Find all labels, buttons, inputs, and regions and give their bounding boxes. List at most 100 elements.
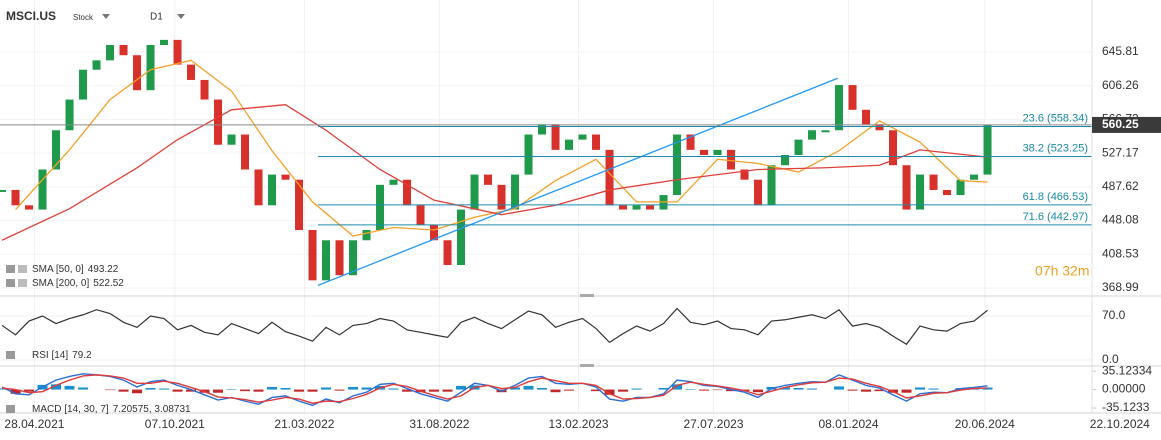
- moving-average-line: [1, 104, 988, 241]
- legend-entry: SMA [200, 0] 522.52: [32, 278, 124, 289]
- candle: [983, 124, 992, 175]
- candle: [632, 205, 641, 210]
- histogram-bar: [213, 389, 224, 393]
- candle: [592, 134, 601, 150]
- legend-icon[interactable]: [6, 265, 15, 273]
- histogram-bar: [523, 385, 534, 390]
- fibonacci-label: 71.6 (442.97): [1023, 211, 1088, 223]
- histogram-bar: [294, 389, 305, 392]
- last-price-tag: [1092, 116, 1161, 133]
- histogram-bar: [550, 389, 561, 393]
- x-tick-label: 21.03.2022: [274, 417, 334, 431]
- candle: [349, 240, 358, 276]
- candle: [79, 69, 88, 100]
- dropdown-icon[interactable]: [102, 14, 110, 19]
- histogram-bar: [915, 387, 926, 390]
- symbol[interactable]: MSCI.US: [6, 9, 56, 23]
- candle: [538, 124, 547, 135]
- candle: [430, 224, 439, 241]
- histogram-bar: [591, 389, 602, 392]
- histogram-bar: [280, 388, 291, 390]
- fibonacci-label: 61.8 (466.53): [1023, 191, 1088, 203]
- candle: [295, 179, 304, 231]
- histogram-bar: [685, 389, 696, 390]
- histogram-bar: [132, 389, 143, 394]
- fibonacci-label: 23.6 (558.34): [1023, 112, 1088, 124]
- histogram-bar: [334, 389, 345, 391]
- histogram-bar: [51, 384, 62, 390]
- candle: [92, 60, 101, 70]
- candle: [821, 130, 830, 133]
- candle: [362, 230, 371, 241]
- histogram-bar: [145, 388, 156, 390]
- candle: [416, 205, 425, 225]
- candle: [970, 174, 979, 180]
- histogram-bar: [240, 389, 251, 392]
- histogram-bar: [537, 388, 548, 390]
- candle: [484, 174, 493, 185]
- candle: [713, 149, 722, 155]
- candle: [52, 130, 61, 170]
- legend-value: 493.22: [88, 264, 119, 275]
- candle: [119, 44, 128, 56]
- histogram-bar: [118, 389, 129, 392]
- candle: [781, 154, 790, 166]
- histogram-bar: [510, 387, 521, 390]
- legend-name: MACD [14, 30, 7]: [32, 404, 109, 415]
- legend-entry: SMA [50, 0] 493.22: [32, 264, 119, 275]
- candle: [160, 39, 169, 45]
- y-tick-label: 0.0: [1102, 352, 1119, 366]
- candle: [646, 205, 655, 210]
- dropdown-icon[interactable]: [177, 14, 185, 19]
- legend-value: 7.20575: [113, 404, 150, 415]
- legend-icon[interactable]: [18, 265, 27, 273]
- candle: [740, 169, 749, 180]
- candle: [754, 179, 763, 206]
- histogram-bar: [0, 388, 8, 390]
- legend-icon[interactable]: [6, 279, 15, 287]
- histogram-bar: [753, 389, 764, 393]
- legend-value: 522.52: [93, 278, 124, 289]
- histogram-bar: [186, 389, 197, 392]
- histogram-bar: [429, 389, 440, 392]
- legend-icon[interactable]: [6, 351, 15, 359]
- resize-handle[interactable]: [580, 364, 594, 367]
- instrument-kind: Stock: [73, 13, 94, 22]
- histogram-bar: [348, 386, 359, 390]
- candle: [551, 124, 560, 150]
- candle: [25, 205, 34, 210]
- candle: [862, 109, 871, 125]
- legend-icon[interactable]: [6, 405, 15, 413]
- histogram-bar: [604, 389, 615, 395]
- candle: [214, 99, 223, 145]
- candle: [673, 134, 682, 196]
- candle: [227, 134, 236, 145]
- candle: [457, 209, 466, 265]
- candle: [322, 240, 331, 281]
- histogram-bar: [105, 389, 116, 391]
- histogram-bar: [442, 389, 453, 392]
- candle: [727, 149, 736, 170]
- rsi-line: [1, 307, 988, 346]
- x-tick-label: 08.01.2024: [818, 417, 878, 431]
- x-tick-label: 27.07.2023: [683, 417, 743, 431]
- candle: [686, 134, 695, 150]
- histogram-bar: [901, 389, 912, 393]
- y-tick-label: 645.81: [1102, 44, 1139, 58]
- y-tick-label: 527.17: [1102, 145, 1139, 159]
- legend-value: 3.08731: [154, 404, 191, 415]
- candle: [565, 139, 574, 150]
- x-tick-label: 22.10.2024: [1090, 417, 1150, 431]
- candle: [403, 179, 412, 206]
- legend-icon[interactable]: [18, 279, 27, 287]
- y-tick-label: 448.08: [1102, 213, 1139, 227]
- candle: [470, 174, 479, 210]
- histogram-bar: [456, 385, 467, 390]
- candle: [794, 139, 803, 155]
- resize-handle[interactable]: [580, 294, 594, 297]
- histogram-bar: [793, 388, 804, 390]
- histogram-bar: [321, 387, 332, 390]
- histogram-bar: [10, 389, 21, 394]
- timeframe[interactable]: D1: [150, 12, 163, 23]
- histogram-bar: [388, 388, 399, 390]
